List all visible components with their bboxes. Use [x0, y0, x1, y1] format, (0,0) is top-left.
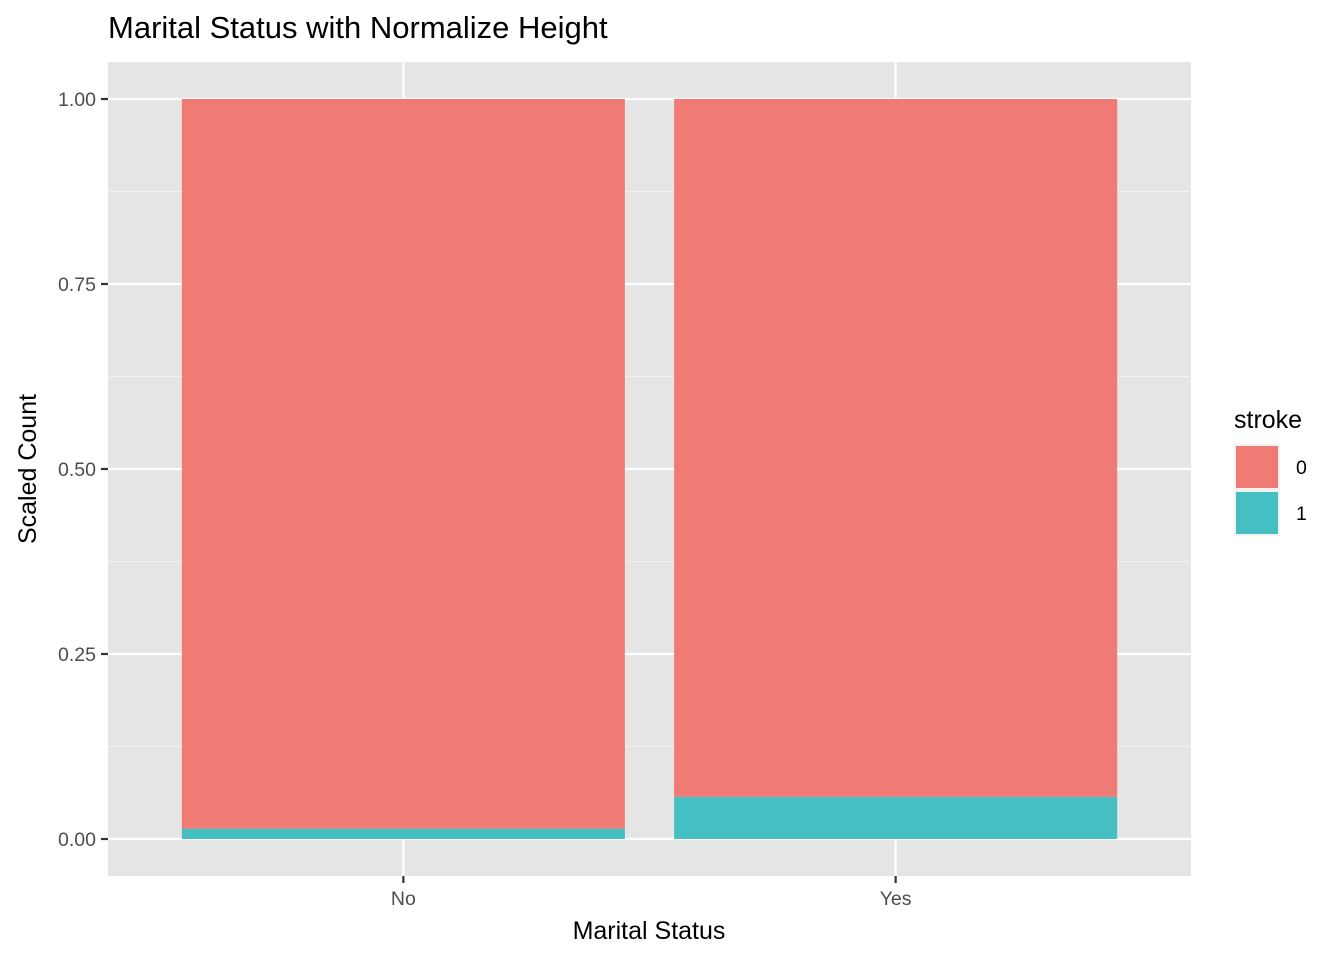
axes: 0.00 0.25 0.50 0.75 1.00 No Yes	[58, 89, 912, 910]
chart-title: Marital Status with Normalize Height	[108, 10, 608, 45]
legend-swatch-1	[1236, 492, 1278, 534]
y-axis-label: Scaled Count	[14, 394, 42, 544]
y-tick-label: 0.00	[58, 829, 96, 851]
bar-yes-stroke-1	[674, 796, 1118, 839]
legend-label-0: 0	[1296, 457, 1307, 479]
x-tick-label: No	[391, 888, 416, 910]
legend-label-1: 1	[1296, 503, 1307, 525]
legend: stroke 0 1	[1234, 406, 1307, 536]
y-tick-label: 0.25	[58, 644, 96, 666]
bars	[181, 99, 1118, 839]
x-tick-label: Yes	[880, 888, 912, 910]
legend-title: stroke	[1234, 406, 1302, 434]
bar-yes-stroke-0	[674, 99, 1118, 797]
y-tick-label: 0.75	[58, 274, 96, 296]
x-axis-label: Marital Status	[573, 917, 726, 945]
legend-swatch-0	[1236, 446, 1278, 488]
y-tick-label: 0.50	[58, 459, 96, 481]
bar-no-stroke-1	[181, 828, 625, 839]
bar-no-stroke-0	[181, 99, 625, 829]
y-tick-label: 1.00	[58, 89, 96, 111]
